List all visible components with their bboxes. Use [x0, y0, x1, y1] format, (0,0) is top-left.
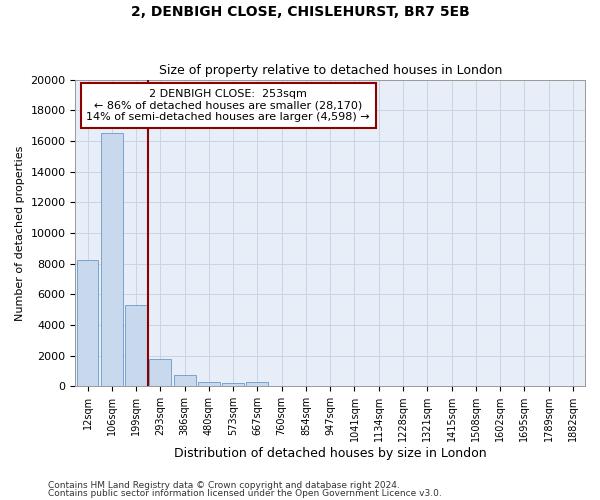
X-axis label: Distribution of detached houses by size in London: Distribution of detached houses by size … [174, 447, 487, 460]
Bar [101, 133, 123, 386]
Title: Size of property relative to detached houses in London: Size of property relative to detached ho… [158, 64, 502, 77]
Text: 2 DENBIGH CLOSE:  253sqm
← 86% of detached houses are smaller (28,170)
14% of se: 2 DENBIGH CLOSE: 253sqm ← 86% of detache… [86, 89, 370, 122]
Bar [247, 382, 268, 386]
Bar [173, 374, 196, 386]
Bar [125, 305, 147, 386]
Y-axis label: Number of detached properties: Number of detached properties [15, 145, 25, 320]
Text: Contains HM Land Registry data © Crown copyright and database right 2024.: Contains HM Land Registry data © Crown c… [48, 480, 400, 490]
Bar [198, 382, 220, 386]
Bar [149, 360, 171, 386]
Text: Contains public sector information licensed under the Open Government Licence v3: Contains public sector information licen… [48, 489, 442, 498]
Bar [77, 260, 98, 386]
Text: 2, DENBIGH CLOSE, CHISLEHURST, BR7 5EB: 2, DENBIGH CLOSE, CHISLEHURST, BR7 5EB [131, 5, 469, 19]
Bar [222, 383, 244, 386]
